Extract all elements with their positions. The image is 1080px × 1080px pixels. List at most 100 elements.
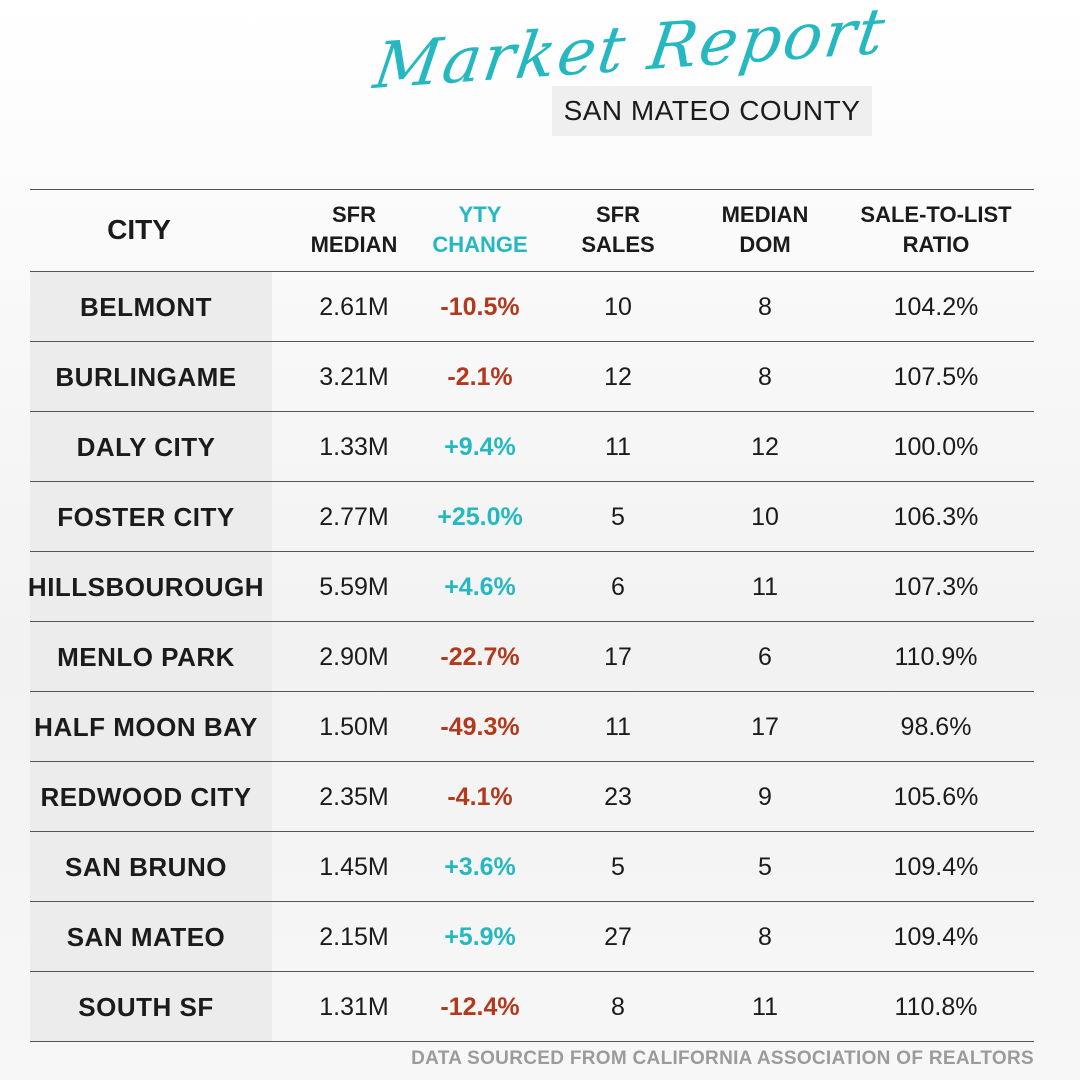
cell-dom: 5 [758, 852, 772, 881]
header-city: CITY [30, 189, 248, 271]
row-divider [30, 901, 1034, 902]
cell-median: 5.59M [319, 572, 389, 601]
cell-change: +9.4% [444, 432, 516, 461]
cell-dom: 8 [758, 922, 772, 951]
cell-ratio: 107.5% [893, 362, 979, 391]
cell-median: 2.61M [319, 292, 389, 321]
cell-median: 1.31M [319, 992, 389, 1021]
row-divider [30, 341, 1034, 342]
cell-ratio: 105.6% [893, 782, 979, 811]
header-median: SFR MEDIAN [296, 189, 412, 271]
city-name: DALY CITY [76, 431, 216, 462]
city-name: BURLINGAME [55, 361, 237, 392]
city-cell-background [30, 552, 272, 622]
cell-ratio: 107.3% [893, 572, 979, 601]
cell-dom: 11 [752, 992, 778, 1021]
table-row: HILLSBOUROUGH 5.59M +4.6% 6 11 107.3% [27, 552, 1034, 622]
cell-dom: 11 [752, 572, 778, 601]
cell-median: 1.33M [319, 432, 389, 461]
city-name: HILLSBOUROUGH [27, 571, 265, 602]
cell-median: 3.21M [319, 362, 389, 391]
table-top-rule [30, 189, 1034, 190]
row-divider [30, 691, 1034, 692]
city-name: SOUTH SF [78, 991, 214, 1022]
header-bottom-rule [30, 271, 1034, 272]
row-divider [30, 761, 1034, 762]
row-divider [30, 481, 1034, 482]
cell-ratio: 100.0% [893, 432, 979, 461]
row-divider [30, 551, 1034, 552]
cell-change: -4.1% [447, 782, 513, 811]
city-name: REDWOOD CITY [40, 781, 252, 812]
cell-sales: 11 [605, 432, 631, 461]
cell-dom: 12 [751, 432, 779, 461]
header-median-line1: SFR [332, 202, 376, 227]
cell-ratio: 104.2% [893, 292, 979, 321]
cell-dom: 8 [758, 292, 772, 321]
cell-sales: 12 [604, 362, 632, 391]
cell-sales: 10 [604, 292, 632, 321]
cell-dom: 6 [758, 642, 772, 671]
cell-ratio: 109.4% [893, 852, 979, 881]
row-divider [30, 411, 1034, 412]
city-cell-background [30, 482, 272, 552]
table-row: DALY CITY 1.33M +9.4% 11 12 100.0% [30, 412, 1034, 482]
city-name: BELMONT [79, 291, 213, 322]
table-row: BURLINGAME 3.21M -2.1% 12 8 107.5% [30, 342, 1034, 412]
header-ratio: SALE-TO-LIST RATIO [838, 189, 1034, 271]
cell-sales: 6 [611, 572, 625, 601]
cell-sales: 23 [604, 782, 632, 811]
header-ratio-line2: RATIO [902, 232, 970, 257]
cell-change: +25.0% [437, 502, 523, 531]
table-row: BELMONT 2.61M -10.5% 10 8 104.2% [30, 272, 1034, 342]
table-row: HALF MOON BAY 1.50M -49.3% 11 17 98.6% [30, 692, 1034, 762]
header-change-line1: YTY [458, 202, 502, 227]
header-median-line2: MEDIAN [310, 232, 398, 257]
table-row: FOSTER CITY 2.77M +25.0% 5 10 106.3% [30, 482, 1034, 552]
table-header: CITY SFR MEDIAN YTY CHANGE SFR SALES MED… [30, 189, 1034, 271]
table-row: MENLO PARK 2.90M -22.7% 17 6 110.9% [30, 622, 1034, 692]
row-divider [30, 621, 1034, 622]
cell-change: -2.1% [447, 362, 513, 391]
header-change-line2: CHANGE [432, 232, 528, 257]
cell-ratio: 110.9% [894, 642, 978, 671]
cell-median: 1.45M [319, 852, 389, 881]
cell-sales: 17 [604, 642, 632, 671]
cell-dom: 17 [751, 712, 779, 741]
row-divider [30, 831, 1034, 832]
table-row: SOUTH SF 1.31M -12.4% 8 11 110.8% [30, 972, 1034, 1042]
city-cell-background [30, 972, 272, 1042]
cell-ratio: 110.8% [894, 992, 978, 1021]
cell-median: 2.35M [319, 782, 389, 811]
city-name: SAN BRUNO [65, 851, 227, 882]
cell-sales: 27 [604, 922, 632, 951]
cell-change: +4.6% [444, 572, 516, 601]
row-divider [30, 1041, 1034, 1042]
city-cell-background [30, 692, 272, 762]
city-name: SAN MATEO [66, 921, 226, 952]
table-row: SAN MATEO 2.15M +5.9% 27 8 109.4% [30, 902, 1034, 972]
city-name: HALF MOON BAY [34, 711, 258, 742]
city-cell-background [30, 832, 272, 902]
city-cell-background [30, 762, 272, 832]
city-cell-background [30, 622, 272, 692]
city-name: FOSTER CITY [57, 501, 235, 532]
data-source-footer: DATA SOURCED FROM CALIFORNIA ASSOCIATION… [411, 1048, 1034, 1069]
header-sales-line2: SALES [581, 232, 655, 257]
cell-change: -49.3% [440, 712, 520, 741]
cell-change: +3.6% [444, 852, 516, 881]
cell-change: -10.5% [440, 292, 520, 321]
header-city-label: CITY [107, 214, 171, 245]
header-ratio-line1: SALE-TO-LIST [860, 202, 1012, 227]
cell-dom: 8 [758, 362, 772, 391]
header-dom-line1: MEDIAN [721, 202, 809, 227]
cell-change: +5.9% [444, 922, 516, 951]
header-dom-line2: DOM [739, 232, 791, 257]
cell-ratio: 106.3% [893, 502, 979, 531]
city-cell-background [30, 342, 272, 412]
cell-median: 2.77M [319, 502, 389, 531]
header-sales: SFR SALES [560, 189, 676, 271]
header-dom: MEDIAN DOM [700, 189, 830, 271]
cell-sales: 5 [611, 502, 625, 531]
cell-ratio: 109.4% [893, 922, 979, 951]
